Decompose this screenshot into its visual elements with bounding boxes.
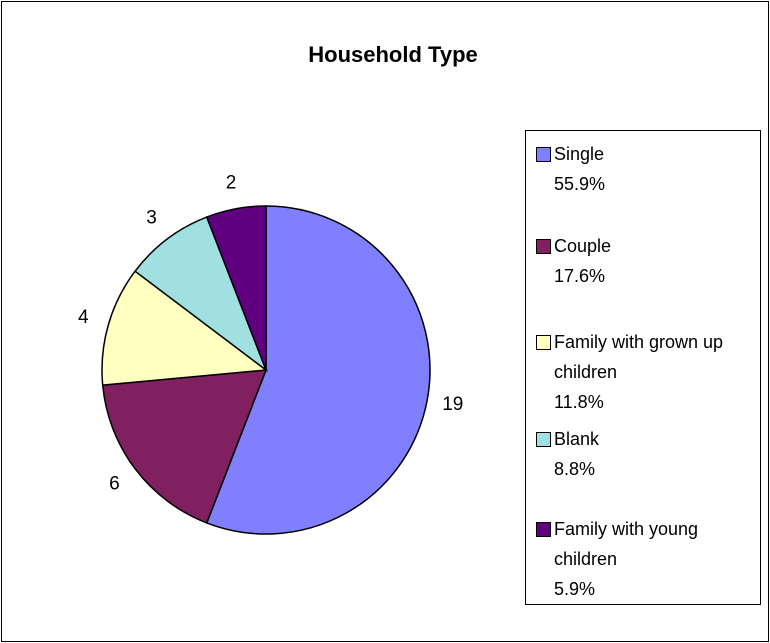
legend-swatch (536, 432, 551, 447)
data-label: 6 (109, 474, 120, 495)
legend-text: Couple 17.6% (554, 231, 754, 291)
legend-label: Family with grown up children (554, 332, 724, 382)
pie-slice (205, 205, 267, 371)
legend-percent: 11.8% (554, 392, 604, 412)
pie-slice (101, 270, 268, 386)
legend-percent: 55.9% (554, 174, 606, 194)
legend-swatch (536, 335, 551, 350)
chart-title: Household Type (308, 42, 478, 67)
data-label: 4 (78, 307, 89, 328)
legend-text: Single 55.9% (554, 139, 754, 199)
data-label: 3 (146, 207, 157, 228)
pie-slice (134, 216, 268, 373)
legend-text: Blank 8.8% (554, 424, 754, 484)
legend-percent: 8.8% (554, 459, 596, 479)
legend-label: Single (554, 144, 605, 164)
legend-percent: 5.9% (554, 579, 596, 599)
data-label: 19 (442, 394, 463, 415)
legend-label: Family with young children (554, 519, 699, 569)
legend-percent: 17.6% (554, 266, 606, 286)
legend: Single 55.9% Couple 17.6% Family with grown … (525, 130, 761, 605)
legend-text: Family with young children 5.9% (554, 514, 754, 604)
pie-slice (205, 205, 431, 535)
legend-label: Couple (554, 236, 612, 256)
legend-swatch (536, 522, 551, 537)
data-label: 2 (226, 172, 237, 193)
legend-swatch (536, 147, 551, 162)
legend-label: Blank (554, 429, 600, 449)
legend-swatch (536, 239, 551, 254)
legend-text: Family with grown up children 11.8% (554, 327, 754, 417)
pie-slice (101, 369, 268, 524)
